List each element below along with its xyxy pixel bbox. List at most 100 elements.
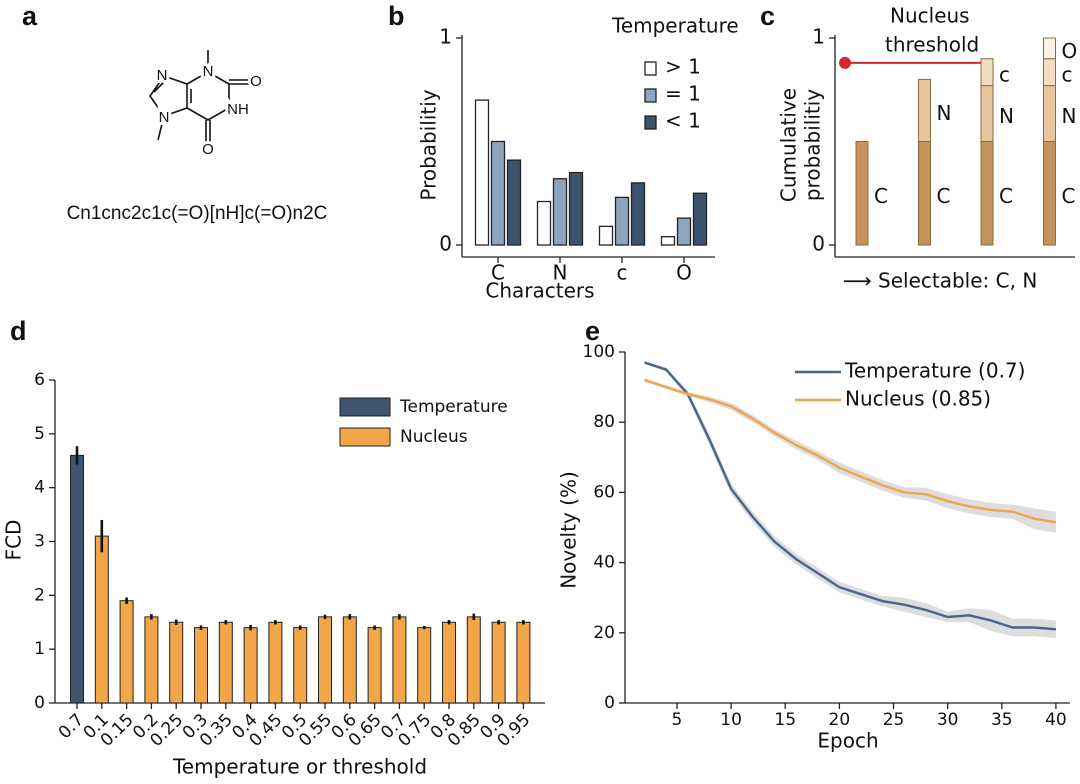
bar: [268, 621, 283, 704]
y-tick-label: 0: [812, 232, 825, 256]
y-tick-label: 0: [34, 693, 45, 713]
segment-label: O: [1062, 39, 1078, 63]
segment-label: c: [1062, 63, 1073, 87]
y-tick-label: 20: [593, 623, 615, 643]
bar-segment: [1043, 58, 1056, 87]
bar-segment: [918, 141, 931, 246]
bar: [568, 171, 584, 246]
bar: [516, 621, 531, 704]
x-tick-label: 20: [829, 710, 851, 730]
x-tick-label: c: [617, 261, 628, 285]
segment-label: C: [1062, 184, 1076, 208]
legend-label: Nucleus: [400, 427, 468, 447]
x-tick-label: 15: [774, 710, 796, 730]
bar: [630, 182, 646, 246]
bar: [598, 225, 614, 246]
bar: [243, 627, 258, 704]
bar: [614, 196, 630, 246]
y-tick-label: 5: [34, 424, 45, 444]
bar: [491, 621, 506, 704]
atom: N: [157, 67, 168, 84]
legend-title: Temperature: [611, 14, 739, 38]
bar: [144, 616, 159, 704]
legend-label: < 1: [665, 109, 701, 133]
bar-segment: [1043, 37, 1056, 60]
bar: [392, 616, 407, 704]
y-tick-label: 1: [439, 25, 452, 49]
legend-label: Nucleus (0.85): [845, 387, 991, 411]
bar-segment: [980, 141, 994, 246]
bar: [490, 140, 506, 246]
segment-label: C: [999, 184, 1013, 208]
bar: [676, 217, 692, 246]
bar-segment: [980, 58, 994, 87]
y-tick-label: 40: [593, 553, 615, 573]
atom: N: [203, 63, 214, 80]
y-tick-label: 2: [34, 585, 45, 605]
y-tick-label: 1: [812, 25, 825, 49]
bar: [318, 616, 332, 704]
legend-label: > 1: [665, 55, 701, 79]
bar-segment: [855, 141, 869, 246]
x-tick-label: 5: [672, 710, 683, 730]
y-axis-label: FCD: [2, 520, 26, 561]
x-tick-label: 30: [937, 710, 959, 730]
x-tick-label: 25: [883, 710, 905, 730]
atom: O: [250, 73, 262, 90]
bar-segment: [1043, 141, 1056, 246]
bar: [194, 627, 208, 704]
panel-label: c: [760, 1, 775, 31]
legend-swatch: [339, 397, 391, 417]
legend-swatch: [339, 427, 391, 447]
bar-segment: [918, 78, 931, 142]
x-axis-label: ⟶ Selectable: C, N: [843, 269, 1037, 293]
atom: NH: [227, 101, 249, 118]
x-tick-label: C: [491, 261, 505, 285]
x-axis-label: Epoch: [817, 729, 878, 753]
threshold-label: Nucleus: [890, 4, 970, 28]
x-tick-label: O: [676, 261, 692, 285]
legend-label: Temperature (0.7): [844, 359, 1025, 383]
legend-swatch: [644, 115, 657, 130]
y-tick-label: 80: [593, 412, 615, 432]
y-axis-label: probabilitiy: [801, 89, 825, 201]
bar: [342, 616, 357, 704]
bar: [692, 192, 708, 246]
x-axis-label: Characters: [485, 279, 594, 303]
bar: [536, 200, 552, 246]
x-axis-label: Temperature or threshold: [172, 755, 427, 779]
line: [644, 361, 1056, 631]
x-tick-label: N: [553, 261, 568, 285]
threshold-marker: [839, 56, 851, 69]
segment-label: N: [999, 104, 1014, 128]
y-axis-label: Cumulative: [777, 88, 801, 202]
y-tick-label: 3: [34, 532, 45, 552]
segment-label: C: [937, 184, 951, 208]
y-tick-label: 4: [34, 478, 45, 498]
threshold-label: threshold: [885, 33, 979, 57]
bar: [119, 600, 134, 704]
bar-segment: [1043, 85, 1056, 142]
y-tick-label: 100: [583, 342, 615, 362]
x-tick-label: 10: [720, 710, 742, 730]
y-tick-label: 0: [604, 693, 615, 713]
molecule: N O NH O N N: [149, 50, 265, 161]
bar: [660, 236, 676, 246]
panel-label: a: [22, 1, 38, 31]
x-tick-label: 40: [1045, 710, 1067, 730]
atom: N: [159, 109, 170, 126]
error-band: [644, 360, 1056, 639]
ring: [149, 75, 188, 117]
segment-label: N: [937, 101, 952, 125]
y-axis-label: Novelty (%): [557, 471, 581, 589]
bar: [94, 535, 109, 704]
segment-label: N: [1062, 104, 1077, 128]
y-axis-label: Probabilitiy: [417, 89, 441, 200]
legend-swatch: [644, 88, 657, 103]
bar-segment: [980, 85, 994, 142]
segment-label: c: [999, 63, 1010, 87]
bar: [367, 627, 382, 704]
x-tick-label: 35: [991, 710, 1013, 730]
bond: [153, 50, 250, 142]
